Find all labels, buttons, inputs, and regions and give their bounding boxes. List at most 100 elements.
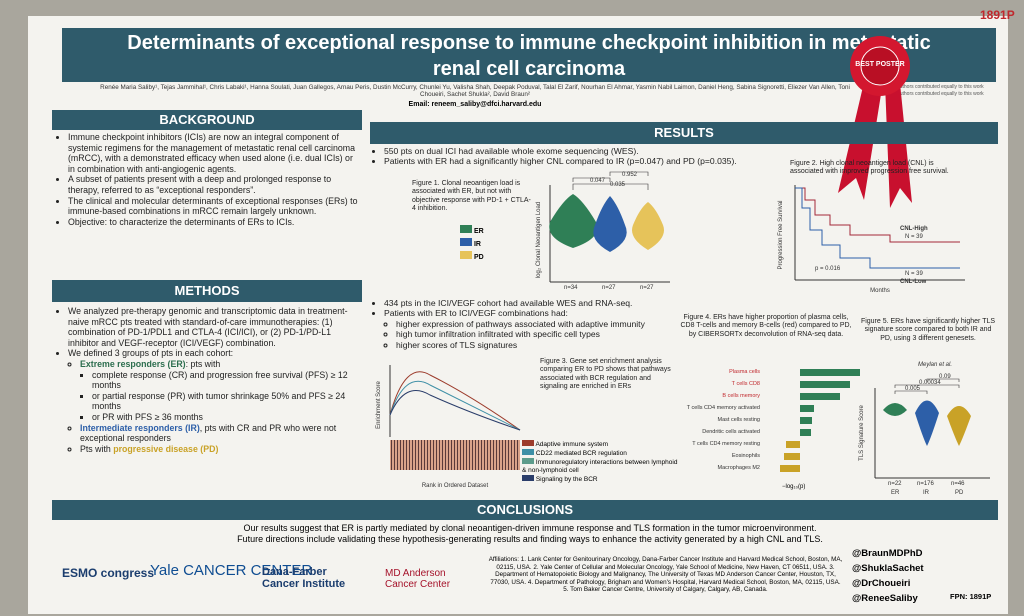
n-label: n=27 <box>640 285 654 291</box>
bar-shape <box>800 417 812 424</box>
section-heading: CONCLUSIONS <box>52 500 998 520</box>
bar-shape <box>786 441 800 448</box>
legend-label: CD22 mediated BCR regulation <box>535 450 627 457</box>
axis-label: Progression Free Survival <box>778 200 784 269</box>
bullet: 434 pts in the ICI/VEGF cohort had avail… <box>384 298 672 308</box>
affiliations: Affiliations: 1. Lank Center for Genitou… <box>488 556 843 594</box>
p-value: 0.09 <box>939 374 951 380</box>
bullet: Patients with ER to ICI/VEGF combination… <box>384 308 672 318</box>
cell-label: T cells CD4 memory activated <box>686 405 760 411</box>
bullet: The clinical and molecular determinants … <box>68 196 360 217</box>
results-text: 434 pts in the ICI/VEGF cohort had avail… <box>372 298 672 350</box>
text: We defined 3 groups of pts in each cohor… <box>68 348 234 359</box>
group-name: Intermediate responders (IR) <box>80 422 200 433</box>
bar-shape <box>784 453 800 460</box>
caption: Figure 1. Clonal neoantigen load is asso… <box>412 180 531 213</box>
legend: ER IR PD <box>460 225 484 264</box>
cell-label: Mast cells resting <box>717 417 761 423</box>
bullet: Objective: to characterize the determina… <box>68 217 360 228</box>
axis-label: Rank in Ordered Dataset <box>422 483 489 489</box>
figure-5: Meylan et al. TLS Signature Score 0.005 … <box>859 362 990 496</box>
cell-row: Plasma cells <box>672 366 860 378</box>
cell-row: Mast cells resting <box>672 414 852 426</box>
caption: Figure 4. ERs have higher proportion of … <box>680 314 852 338</box>
n-label: N = 39 <box>905 271 924 277</box>
p-value: 0.005 <box>905 386 921 392</box>
group-name: Extreme responders (ER) <box>80 358 186 369</box>
note: ²These authors contributed equally to th… <box>880 91 984 97</box>
section-heading: BACKGROUND <box>52 110 362 130</box>
group-label: ER <box>891 490 900 496</box>
caption: Figure 2. High clonal neoantigen load (C… <box>790 160 949 176</box>
n-label: n=46 <box>951 481 965 487</box>
text: , pts with CR and PR who were not except… <box>80 422 337 444</box>
axis-label: −log₁₀(p) <box>782 484 806 490</box>
legend-item: Adaptive immune system <box>522 440 680 449</box>
methods-text: We analyzed pre-therapy genomic and tran… <box>56 306 360 454</box>
handle: @BraunMDPhD <box>852 548 923 559</box>
logo: ESMO congress <box>62 566 155 580</box>
cell-label: Plasma cells <box>729 369 760 375</box>
legend-item: CD22 mediated BCR regulation <box>522 449 680 458</box>
legend-item: IR <box>460 238 484 251</box>
figure-4: Plasma cells T cells CD8 B cells memory T c… <box>672 366 860 496</box>
cell-row: T cells CD4 memory resting <box>672 438 852 450</box>
legend-label: PD <box>473 254 484 261</box>
p-value: 0.047 <box>590 178 606 184</box>
legend-item: PD <box>460 251 484 264</box>
logo: Yale CANCER CENTER <box>150 562 313 579</box>
cell-row: B cells memory <box>672 390 852 402</box>
axis-label: log₂ Clonal Neoantigen Load <box>536 202 542 278</box>
handle: @DrChoueiri <box>852 578 911 589</box>
logo: Dana-Farber Cancer Institute <box>262 566 346 590</box>
legend-label: ER <box>473 228 484 235</box>
cell-label: T cells CD4 memory resting <box>692 441 760 447</box>
p-value: 0.00034 <box>919 380 941 386</box>
cell-row: Eosinophils <box>672 450 852 462</box>
cell-row: Macrophages M2 <box>672 462 852 474</box>
group: Intermediate responders (IR), pts with C… <box>80 423 360 444</box>
email: Email: reneem_saliby@dfci.harvard.edu <box>408 101 542 108</box>
ribbon: BEST POSTER <box>838 36 912 208</box>
background-text: Immune checkpoint inhibitors (ICIs) are … <box>56 132 360 227</box>
cell-row: T cells CD4 memory activated <box>672 402 852 414</box>
bar-shape <box>800 381 850 388</box>
legend-item: Immunoregulatory interactions between ly… <box>522 458 680 475</box>
text: : pts with <box>185 358 221 369</box>
conclusions-text: Our results suggest that ER is partly me… <box>120 523 940 545</box>
bar-shape <box>800 429 811 436</box>
title: Determinants of exceptional response to … <box>62 28 996 82</box>
axis-label: TLS Signature Score <box>859 404 865 460</box>
group-label: IR <box>923 490 930 496</box>
legend: Adaptive immune system CD22 mediated BCR… <box>522 440 680 484</box>
bullet: A subset of patients present with a deep… <box>68 174 360 195</box>
logo: MD Anderson Cancer Center <box>385 568 451 590</box>
badge: 1891P <box>980 8 1015 22</box>
bar-shape <box>800 405 814 412</box>
p-value: 0.035 <box>610 182 626 188</box>
group: Pts with progressive disease (PD) <box>80 444 360 455</box>
sub-bullet: higher expression of pathways associated… <box>396 319 672 329</box>
handle: @ReneeSaliby <box>852 593 918 604</box>
cell-row: Dendritic cells activated <box>672 426 852 438</box>
legend-label: Adaptive immune system <box>535 441 609 448</box>
handles: @BraunMDPhD @ShuklaSachet @DrChoueiri @Rene… <box>852 546 924 606</box>
text: Pts with <box>80 443 114 454</box>
p-value: 0.952 <box>622 172 638 178</box>
bullet: We analyzed pre-therapy genomic and tran… <box>68 306 360 348</box>
results-text: 550 pts on dual ICI had available whole … <box>372 146 792 167</box>
sentence: Our results suggest that ER is partly me… <box>243 523 817 533</box>
criterion: or PR with PFS ≥ 36 months <box>92 412 360 423</box>
section-heading: METHODS <box>52 280 362 302</box>
legend-label: Immunoregulatory interactions between ly… <box>522 459 678 474</box>
cell-label: T cells CD8 <box>731 381 760 387</box>
axis-label: Enrichment Score <box>376 380 382 428</box>
fpn: FPN: 1891P <box>950 592 992 601</box>
cell-label: B cells memory <box>722 393 760 399</box>
legend-item: ER <box>460 225 484 238</box>
figure-1: log₂ Clonal Neoantigen Load 0.047 0.035 … <box>536 171 670 291</box>
n-label: n=22 <box>888 481 902 487</box>
n-label: n=34 <box>564 285 578 291</box>
caption: Figure 3. Gene set enrichment analysis c… <box>540 358 671 391</box>
